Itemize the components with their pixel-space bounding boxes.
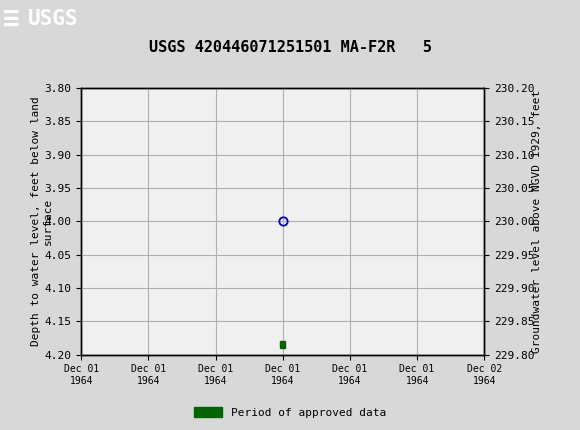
Y-axis label: Depth to water level, feet below land
surface: Depth to water level, feet below land su… (31, 97, 53, 346)
Legend: Period of approved data: Period of approved data (190, 403, 390, 422)
Text: USGS: USGS (28, 9, 78, 29)
Bar (280, 341, 285, 348)
Text: USGS 420446071251501 MA-F2R   5: USGS 420446071251501 MA-F2R 5 (148, 40, 432, 55)
Text: ≡: ≡ (3, 5, 20, 33)
Y-axis label: Groundwater level above NGVD 1929, feet: Groundwater level above NGVD 1929, feet (532, 90, 542, 353)
